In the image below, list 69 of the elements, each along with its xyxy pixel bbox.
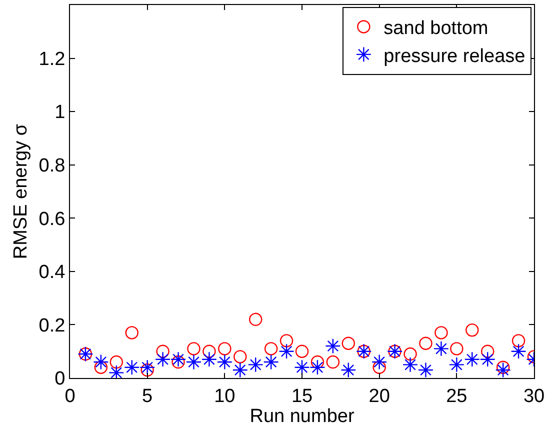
point [125,326,138,340]
legend-label: pressure release [384,46,526,67]
point [480,352,496,368]
point [93,354,109,370]
point [448,356,464,372]
point [481,344,494,358]
point [278,344,294,360]
point [464,352,480,368]
point [186,354,202,370]
x-tick-label: 30 [523,386,545,407]
point [263,354,279,370]
point [434,326,448,340]
x-tick-label: 10 [214,386,236,407]
point [496,360,510,374]
point [310,355,324,369]
point [310,360,326,376]
point [264,342,278,356]
y-tick-label: 0 [54,368,66,390]
x-tick-label: 25 [446,386,468,407]
y-axis-title: RMSE energy σ [10,124,32,260]
y-tick-label: 1.2 [38,48,66,70]
point [170,352,186,368]
point [124,360,140,376]
point [466,323,479,337]
point [140,360,156,376]
point [248,356,264,372]
point [495,362,511,378]
point [325,338,341,354]
point [404,347,417,361]
y-tick-label: 0.8 [38,156,66,177]
point [108,364,124,378]
y-tick-label: 0.4 [38,262,66,284]
point [450,342,464,356]
point [172,355,185,369]
y-tick-label: 1 [54,102,66,124]
point [94,360,108,374]
point [295,344,309,358]
point [510,344,526,360]
point [294,360,310,376]
point [155,352,171,368]
point [372,354,388,370]
y-tick-label: 0.2 [38,315,66,336]
x-axis-title: Run number [250,406,355,427]
point [418,362,434,378]
point [202,344,216,358]
x-tick-label: 5 [142,386,153,407]
point [340,362,356,378]
point [512,334,526,348]
point [234,350,247,364]
point [187,342,200,356]
point [232,362,248,378]
point [140,363,154,377]
point [419,336,432,350]
point [249,312,262,326]
point [216,354,232,370]
point [218,342,232,356]
point [433,340,449,356]
point [156,344,170,358]
point [342,336,355,350]
point [280,334,294,348]
x-tick-label: 15 [291,386,313,407]
x-tick-label: 20 [368,386,390,407]
point [402,356,418,372]
point [110,355,123,369]
point [201,352,217,368]
y-tick-label: 0.6 [38,208,66,230]
point [372,360,386,374]
point [326,355,340,369]
legend-label: sand bottom [384,18,488,40]
